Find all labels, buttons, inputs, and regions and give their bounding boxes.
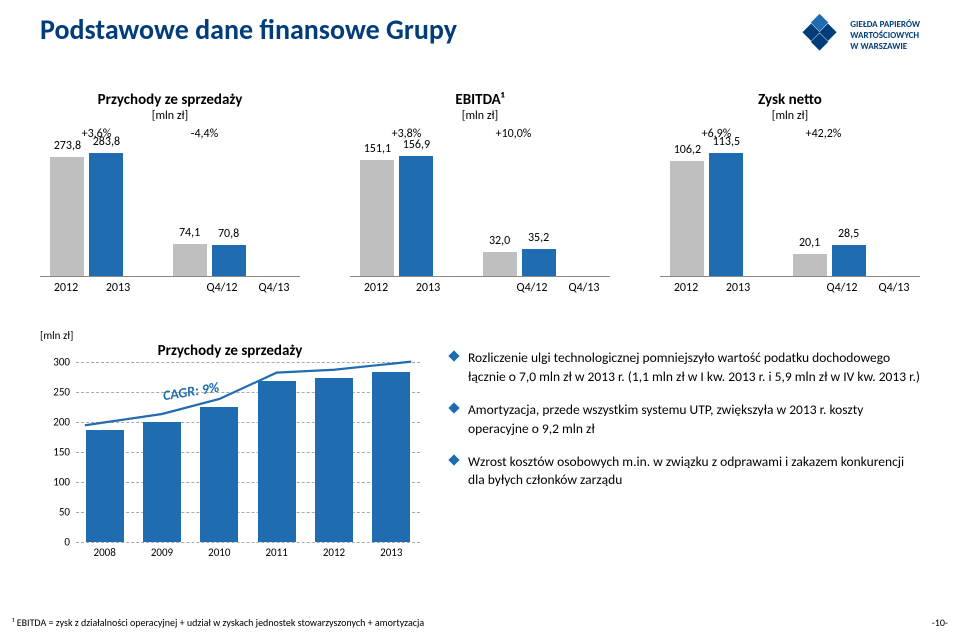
bar: 74,1 <box>173 244 207 276</box>
bar-label: 32,0 <box>483 234 517 248</box>
xlabel: Q4/12 <box>506 281 558 295</box>
mini-chart-unit: [mln zł] <box>350 109 610 123</box>
bar: 106,2 <box>670 161 704 276</box>
page-title: Podstawowe dane finansowe Grupy <box>40 12 457 47</box>
page-number: -10- <box>932 616 948 629</box>
trend-unit: [mln zł] <box>40 329 420 342</box>
trend-xlabel: 2009 <box>133 546 190 559</box>
bullet-item: Amortyzacja, przede wszystkim systemu UT… <box>450 401 920 439</box>
gridline <box>76 542 420 543</box>
top-charts-row: Przychody ze sprzedaży[mln zł]+3,6%-4,4%… <box>0 61 960 299</box>
mini-chart: Zysk netto[mln zł]+6,9%+42,2%106,2113,52… <box>660 91 920 299</box>
bar: 20,1 <box>793 254 827 276</box>
footnote: ¹ EBITDA = zysk z działalności operacyjn… <box>12 616 424 629</box>
bullets-block: Rozliczenie ulgi technologicznej pomniej… <box>450 329 920 559</box>
bar: 273,8 <box>50 157 84 276</box>
pct-label: +10,0% <box>496 127 532 141</box>
bar-label: 74,1 <box>173 226 207 240</box>
bars-area: 273,8283,874,170,8 <box>40 147 300 277</box>
trend-plot-area: 050100150200250300CAGR: 9% <box>76 362 420 542</box>
ytick: 150 <box>40 446 70 459</box>
ytick: 50 <box>40 506 70 519</box>
xlabel: 2012 <box>40 281 92 295</box>
mini-chart: Przychody ze sprzedaży[mln zł]+3,6%-4,4%… <box>40 91 300 299</box>
xlabel: 2013 <box>712 281 764 295</box>
bar-label: 273,8 <box>50 139 84 153</box>
bullet-item: Rozliczenie ulgi technologicznej pomniej… <box>450 349 920 387</box>
xlabel: Q4/13 <box>248 281 300 295</box>
bullets-list: Rozliczenie ulgi technologicznej pomniej… <box>450 349 920 490</box>
brand-logo: GIEŁDA PAPIERÓW WARTOŚCIOWYCH W WARSZAWI… <box>798 12 920 61</box>
mini-chart-title: Przychody ze sprzedaży <box>40 91 300 109</box>
mini-chart-title: EBITDA¹ <box>350 91 610 109</box>
xaxis: 20122013 Q4/12Q4/13 <box>350 277 610 299</box>
ytick: 250 <box>40 386 70 399</box>
brand-text: GIEŁDA PAPIERÓW WARTOŚCIOWYCH W WARSZAWI… <box>850 20 920 52</box>
trend-line-svg <box>76 362 420 542</box>
bar-label: 35,2 <box>522 231 556 245</box>
bar-label: 113,5 <box>709 135 743 149</box>
trend-xlabel: 2013 <box>363 546 420 559</box>
gpw-logo-icon <box>798 12 842 61</box>
xlabel: 2012 <box>350 281 402 295</box>
trend-xlabel: 2012 <box>305 546 362 559</box>
mini-chart: EBITDA¹[mln zł]+3,8%+10,0%151,1156,932,0… <box>350 91 610 299</box>
pct-label: -4,4% <box>191 127 218 141</box>
xlabel: 2012 <box>660 281 712 295</box>
xlabel: 2013 <box>92 281 144 295</box>
bar: 70,8 <box>212 245 246 276</box>
bar-label: 106,2 <box>670 143 704 157</box>
ytick: 300 <box>40 356 70 369</box>
bar-label: 151,1 <box>360 142 394 156</box>
ytick: 100 <box>40 476 70 489</box>
bars-area: 151,1156,932,035,2 <box>350 147 610 277</box>
ytick: 200 <box>40 416 70 429</box>
mini-chart-title: Zysk netto <box>660 91 920 109</box>
bar-label: 70,8 <box>212 227 246 241</box>
xlabel: 2013 <box>402 281 454 295</box>
trend-title: Przychody ze sprzedaży <box>40 342 420 360</box>
bar: 151,1 <box>360 160 394 276</box>
trend-xaxis: 200820092010201120122013 <box>76 542 420 559</box>
bar-label: 283,8 <box>89 135 123 149</box>
xlabel: Q4/12 <box>816 281 868 295</box>
bar: 156,9 <box>399 156 433 276</box>
bar: 28,5 <box>832 245 866 276</box>
bar-label: 156,9 <box>399 138 433 152</box>
bullet-item: Wzrost kosztów osobowych m.in. w związku… <box>450 453 920 491</box>
xaxis: 20122013 Q4/12Q4/13 <box>660 277 920 299</box>
bars-area: 106,2113,520,128,5 <box>660 147 920 277</box>
bar: 283,8 <box>89 153 123 276</box>
pct-label: +42,2% <box>806 127 842 141</box>
bar: 113,5 <box>709 153 743 276</box>
mini-chart-unit: [mln zł] <box>660 109 920 123</box>
bar: 32,0 <box>483 252 517 276</box>
xlabel: Q4/12 <box>196 281 248 295</box>
brand-line3: W WARSZAWIE <box>850 42 920 53</box>
xlabel: Q4/13 <box>558 281 610 295</box>
xlabel: Q4/13 <box>868 281 920 295</box>
ytick: 0 <box>40 536 70 549</box>
bar-label: 28,5 <box>832 227 866 241</box>
mini-chart-unit: [mln zł] <box>40 109 300 123</box>
trend-chart: [mln zł] Przychody ze sprzedaży 05010015… <box>40 329 420 559</box>
trend-xlabel: 2010 <box>191 546 248 559</box>
bar: 35,2 <box>522 249 556 276</box>
xaxis: 20122013 Q4/12Q4/13 <box>40 277 300 299</box>
trend-xlabel: 2008 <box>76 546 133 559</box>
bar-label: 20,1 <box>793 236 827 250</box>
trend-xlabel: 2011 <box>248 546 305 559</box>
